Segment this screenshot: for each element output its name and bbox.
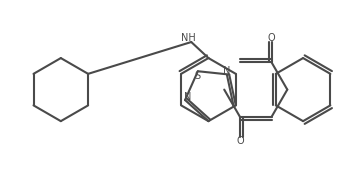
Text: N: N	[223, 66, 230, 76]
Text: NH: NH	[181, 33, 196, 43]
Text: N: N	[184, 92, 191, 102]
Text: O: O	[268, 33, 275, 43]
Text: S: S	[195, 71, 201, 81]
Text: O: O	[236, 136, 244, 146]
